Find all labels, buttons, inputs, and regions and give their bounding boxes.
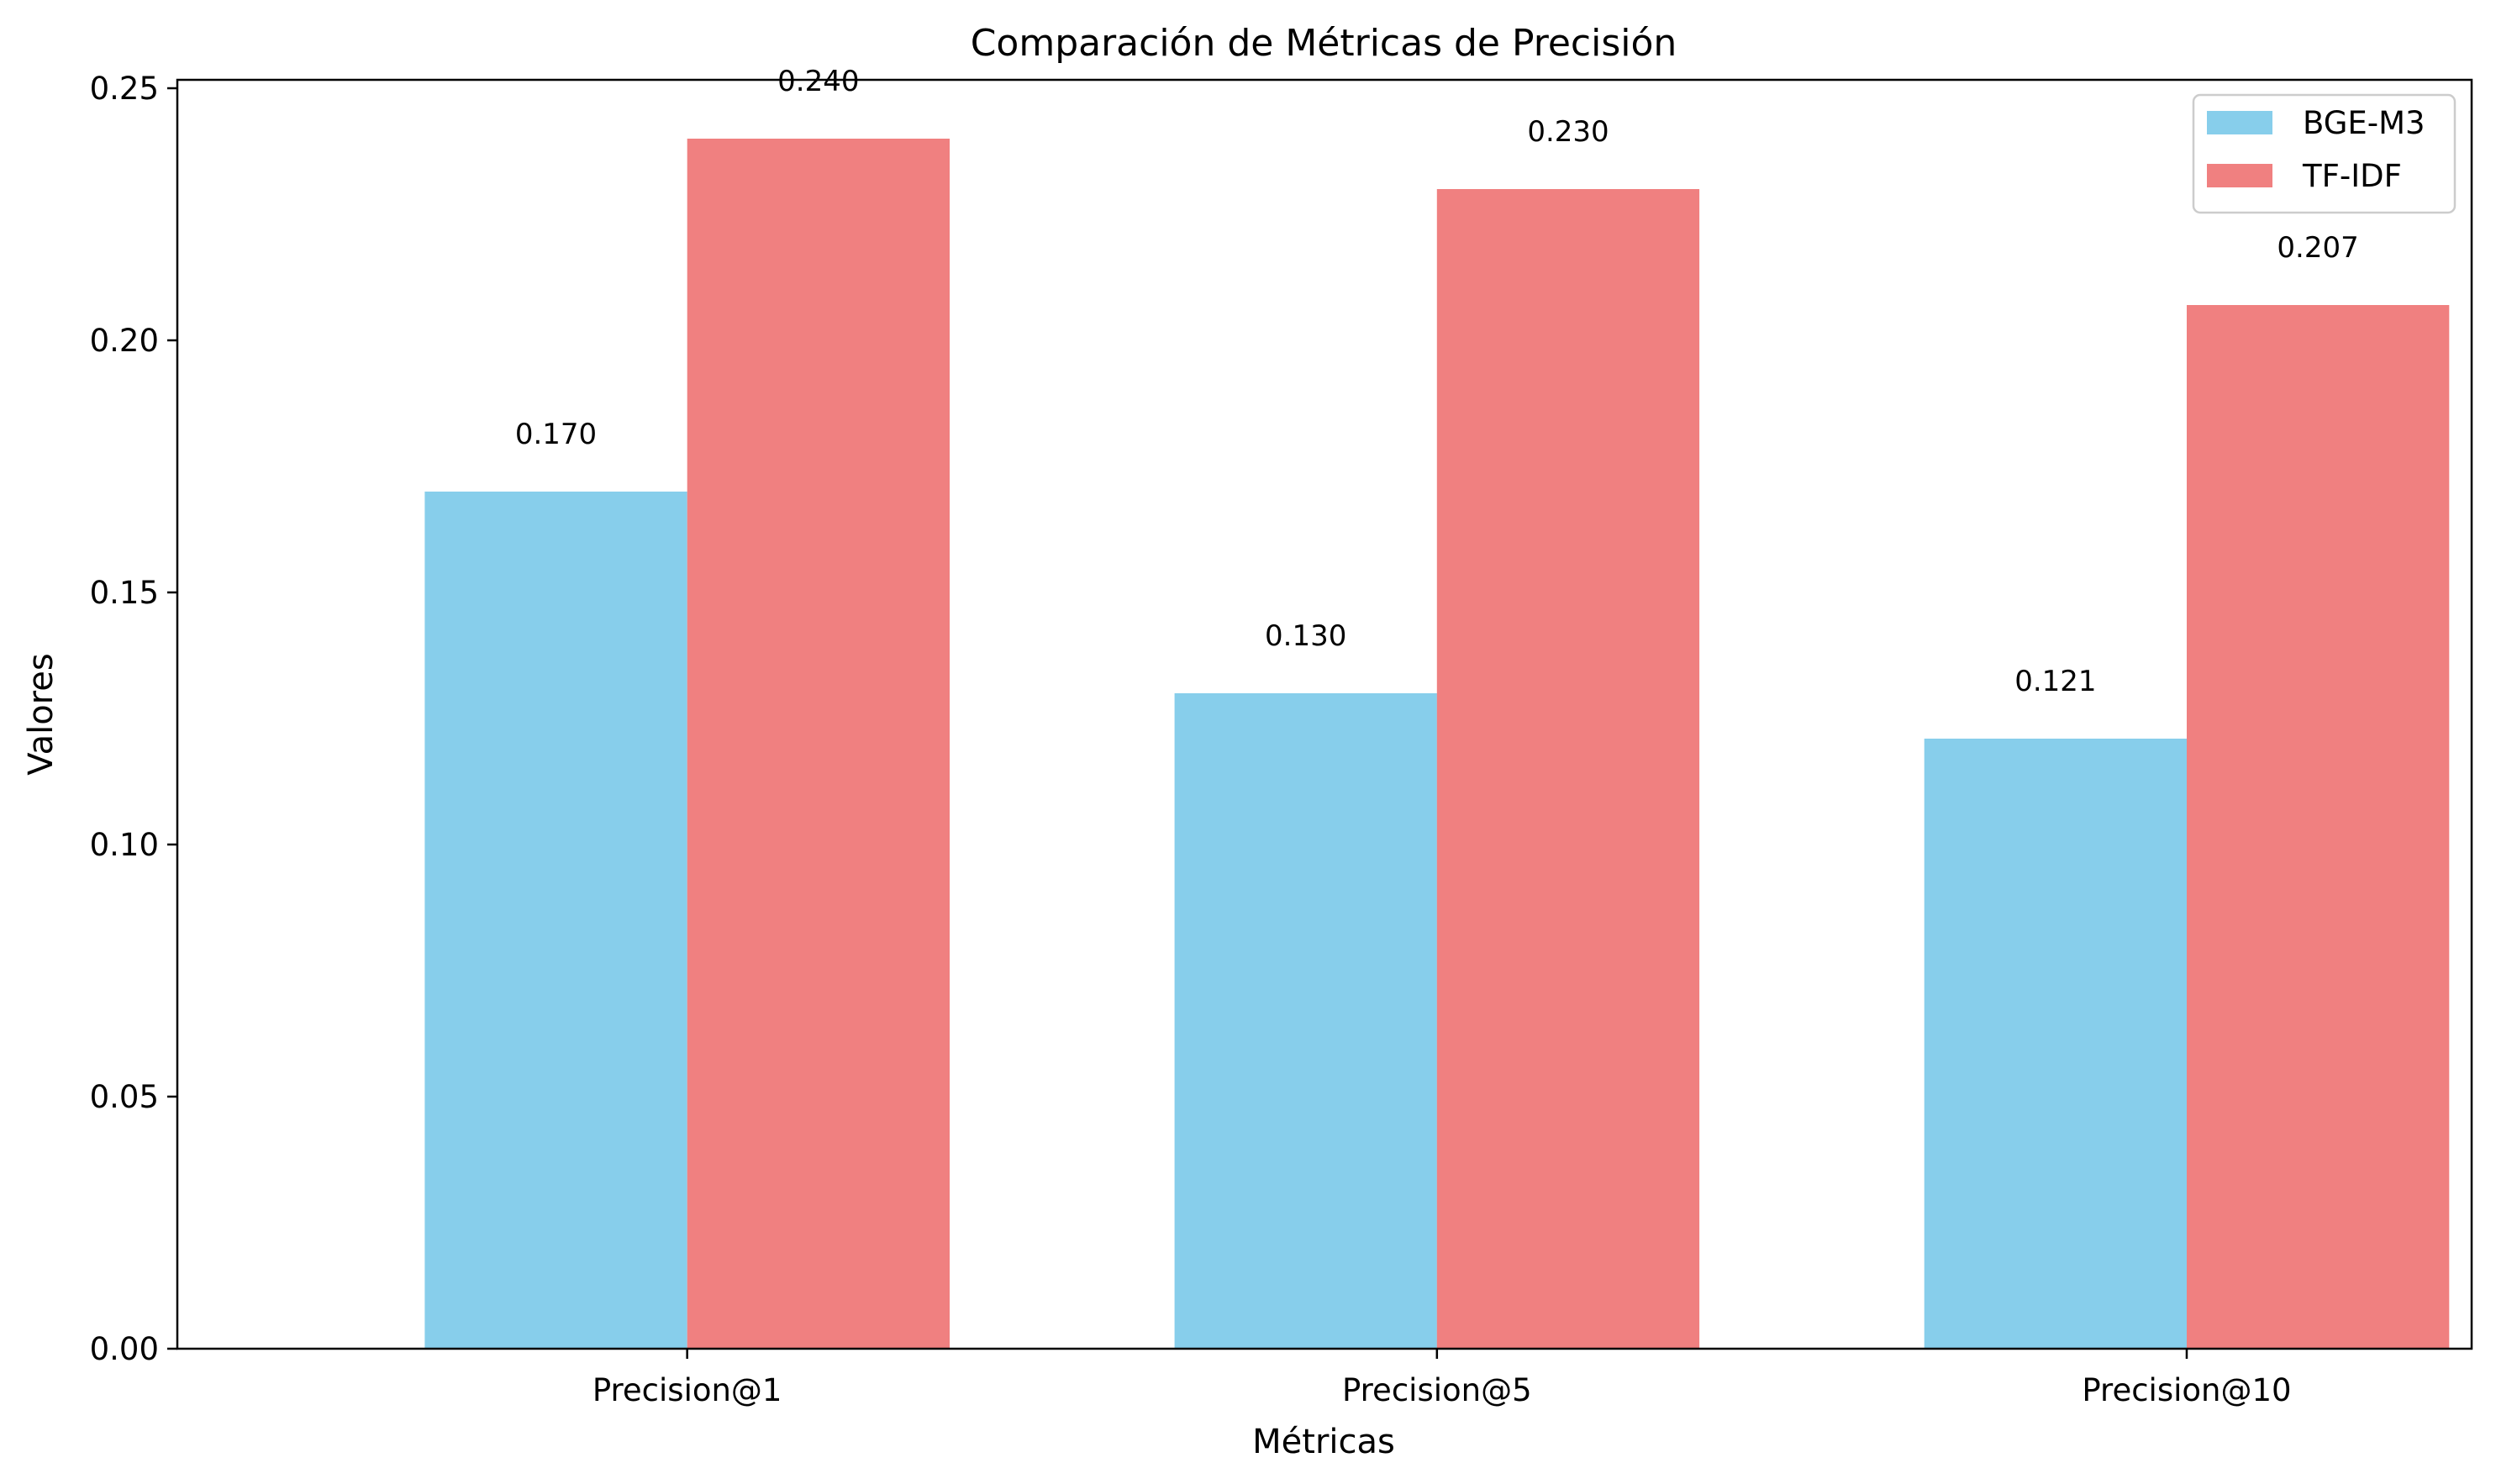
legend: BGE-M3 TF-IDF: [2192, 93, 2457, 214]
y-tick-label: 0.25: [90, 71, 159, 107]
x-tick-label: Precision@10: [2082, 1372, 2291, 1408]
legend-items: BGE-M3 TF-IDF: [2207, 105, 2425, 194]
data-label: 0.130: [1265, 619, 1346, 653]
bar-bge-m3-3: [1924, 739, 2187, 1349]
bar-tf-idf-1: [687, 139, 950, 1349]
data-label: 0.121: [2014, 665, 2096, 698]
bar-tf-idf-3: [2187, 305, 2450, 1349]
y-axis: 0.00 0.05 0.10 0.15 0.20 0.25: [90, 71, 177, 1367]
bar-tf-idf-2: [1436, 189, 1700, 1349]
y-tick-label: 0.05: [90, 1079, 159, 1115]
y-tick-label: 0.00: [90, 1331, 159, 1367]
legend-swatch-bge-m3: [2207, 111, 2272, 134]
chart-title: Comparación de Métricas de Precisión: [971, 22, 1677, 65]
data-labels-group: 0.170 0.240 0.130 0.230 0.121 0.207: [515, 65, 2359, 698]
x-tick-label: Precision@5: [1342, 1372, 1532, 1408]
legend-swatch-tf-idf: [2207, 164, 2272, 187]
y-tick-label: 0.10: [90, 827, 159, 863]
bar-bge-m3-1: [424, 492, 687, 1349]
data-label: 0.207: [2277, 231, 2358, 265]
x-axis-label: Métricas: [1252, 1423, 1395, 1461]
y-tick-label: 0.15: [90, 575, 159, 611]
y-axis-label: Valores: [22, 653, 61, 775]
bar-bge-m3-2: [1174, 693, 1437, 1349]
plot-frame: [176, 78, 2473, 1350]
data-label: 0.170: [515, 418, 597, 451]
legend-label: BGE-M3: [2303, 105, 2425, 141]
x-tick-label: Precision@1: [592, 1372, 782, 1408]
x-axis: Precision@1 Precision@5 Precision@10: [592, 1349, 2292, 1408]
legend-label: TF-IDF: [2302, 158, 2402, 194]
data-label: 0.240: [777, 65, 859, 98]
bars-group: [424, 139, 2450, 1349]
data-label: 0.230: [1527, 115, 1609, 149]
y-tick-label: 0.20: [90, 323, 159, 359]
